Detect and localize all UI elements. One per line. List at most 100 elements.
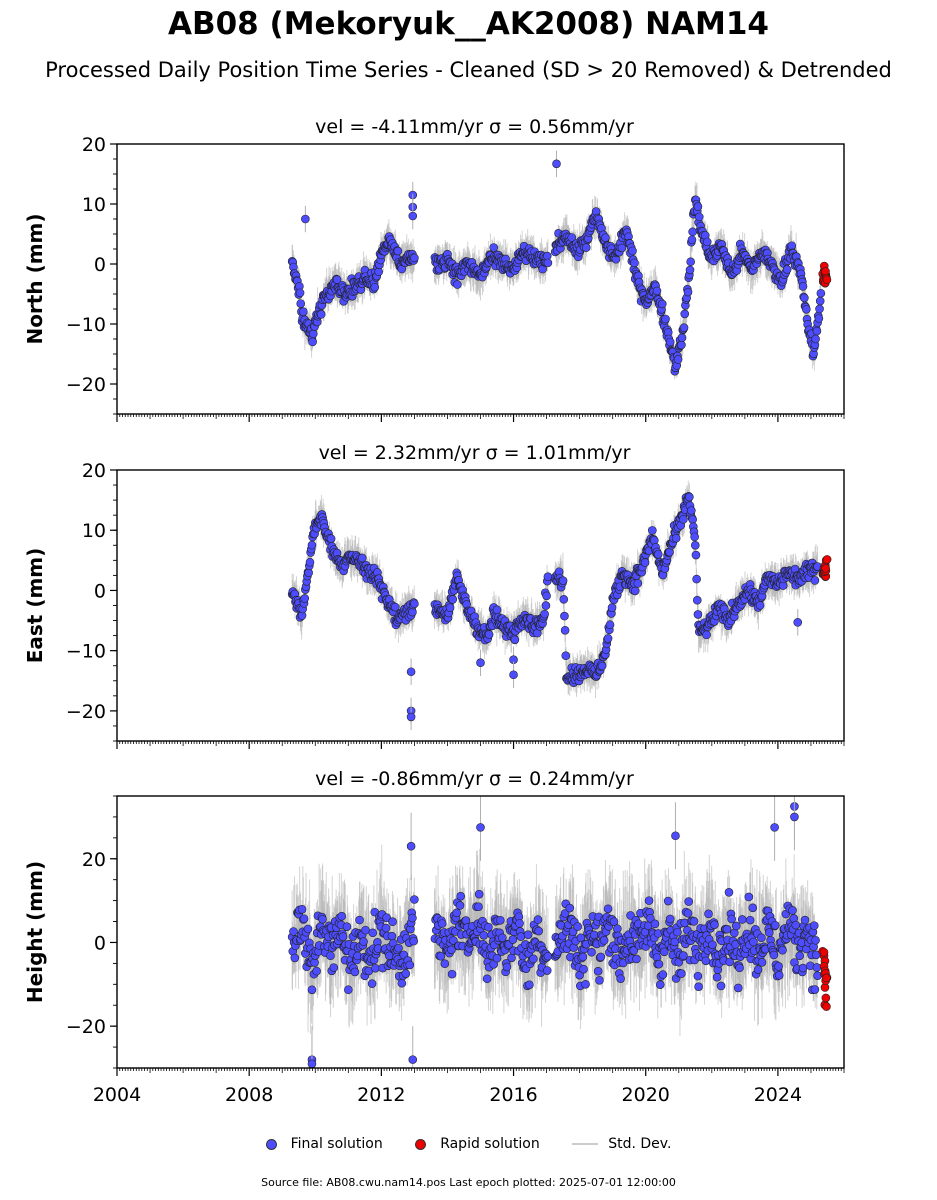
final-point xyxy=(448,595,458,604)
time-series-plots: −20 −10 0 10 20 vel = -4.11mm/yr σ = 0.56mm/y… xyxy=(23,116,845,1106)
final-point xyxy=(305,557,315,567)
final-point xyxy=(691,550,701,560)
final-point-outlier xyxy=(793,618,803,627)
final-point-outlier xyxy=(552,159,561,169)
final-point xyxy=(628,246,637,256)
final-point xyxy=(560,625,570,635)
final-point xyxy=(815,296,825,306)
final-point xyxy=(688,227,697,237)
final-point-outlier xyxy=(406,712,416,722)
final-point xyxy=(484,630,494,639)
final-point xyxy=(816,288,826,298)
final-point xyxy=(299,307,308,317)
y-tick-label: 20 xyxy=(82,134,106,156)
y-tick-label: 20 xyxy=(82,460,106,482)
final-point xyxy=(680,309,690,319)
final-point xyxy=(630,258,639,268)
final-point xyxy=(812,326,822,336)
final-point xyxy=(640,558,650,567)
final-point xyxy=(690,541,700,550)
y-axis-label: North (mm) xyxy=(23,213,47,344)
final-point xyxy=(445,603,455,613)
final-point xyxy=(390,602,400,612)
panel-title: vel = 2.32mm/yr σ = 1.01mm/yr xyxy=(319,442,631,464)
final-point xyxy=(567,233,577,242)
y-tick-label: −10 xyxy=(66,641,106,663)
final-point xyxy=(393,246,403,256)
y-tick-label: 10 xyxy=(82,194,106,216)
final-point xyxy=(688,515,697,524)
final-point xyxy=(559,595,569,604)
final-point xyxy=(653,549,663,559)
final-point xyxy=(657,299,667,309)
final-point xyxy=(800,293,809,303)
final-point xyxy=(410,253,419,263)
final-point xyxy=(693,202,703,211)
final-point xyxy=(316,310,326,319)
final-point xyxy=(677,340,686,350)
final-point xyxy=(673,355,683,364)
final-point xyxy=(605,620,615,630)
final-point xyxy=(543,572,553,582)
panel-data-0 xyxy=(287,150,832,380)
final-point xyxy=(798,282,808,291)
final-point xyxy=(685,265,695,275)
final-point xyxy=(782,265,792,274)
final-point xyxy=(607,603,617,613)
final-point-outlier xyxy=(509,670,518,680)
final-point xyxy=(648,526,657,535)
final-point xyxy=(581,243,591,252)
y-axis-label: East (mm) xyxy=(23,548,47,664)
final-point xyxy=(702,237,712,247)
panel-data-2 xyxy=(287,796,832,1068)
y-tick-label: 0 xyxy=(94,580,106,602)
final-point xyxy=(540,609,549,619)
final-point xyxy=(692,574,701,584)
final-point xyxy=(679,323,689,332)
final-point xyxy=(630,586,640,596)
final-point xyxy=(326,534,336,543)
final-point xyxy=(683,287,693,297)
final-point xyxy=(814,314,824,323)
final-point xyxy=(679,515,688,524)
final-point xyxy=(677,333,687,343)
panel-data-1 xyxy=(287,480,832,731)
final-point xyxy=(295,288,305,298)
final-point xyxy=(692,595,702,605)
final-point xyxy=(300,594,309,603)
final-point xyxy=(561,651,571,661)
final-point xyxy=(690,532,699,542)
final-point-outlier xyxy=(476,658,485,668)
final-point xyxy=(652,286,662,296)
final-point xyxy=(810,576,820,585)
final-point xyxy=(686,257,695,267)
final-point xyxy=(685,492,694,502)
final-point-outlier xyxy=(408,211,418,221)
final-point xyxy=(687,506,696,515)
rapid-point xyxy=(822,555,832,564)
panel-1: −20 −10 0 10 20 vel = 2.32mm/yr σ = 1.01mm/yr… xyxy=(23,442,845,749)
y-tick-label: 0 xyxy=(94,254,106,276)
final-point xyxy=(408,607,417,617)
final-point xyxy=(633,579,643,588)
rapid-point xyxy=(822,275,832,285)
y-tick-label: −20 xyxy=(66,374,106,396)
final-point xyxy=(370,282,380,292)
final-point xyxy=(541,601,551,610)
panel-title: vel = -4.11mm/yr σ = 0.56mm/yr xyxy=(315,116,634,138)
final-point-outlier xyxy=(406,667,416,677)
y-tick-label: −20 xyxy=(66,701,106,723)
final-point xyxy=(453,280,462,289)
final-point xyxy=(694,212,704,222)
final-point xyxy=(702,630,711,640)
final-point xyxy=(665,337,675,347)
final-point xyxy=(687,235,697,245)
y-tick-label: 10 xyxy=(82,520,106,542)
final-point xyxy=(510,635,520,645)
final-point xyxy=(489,243,499,252)
final-point xyxy=(755,600,765,610)
final-point xyxy=(603,634,613,643)
final-point xyxy=(296,299,306,308)
final-point xyxy=(308,337,317,347)
